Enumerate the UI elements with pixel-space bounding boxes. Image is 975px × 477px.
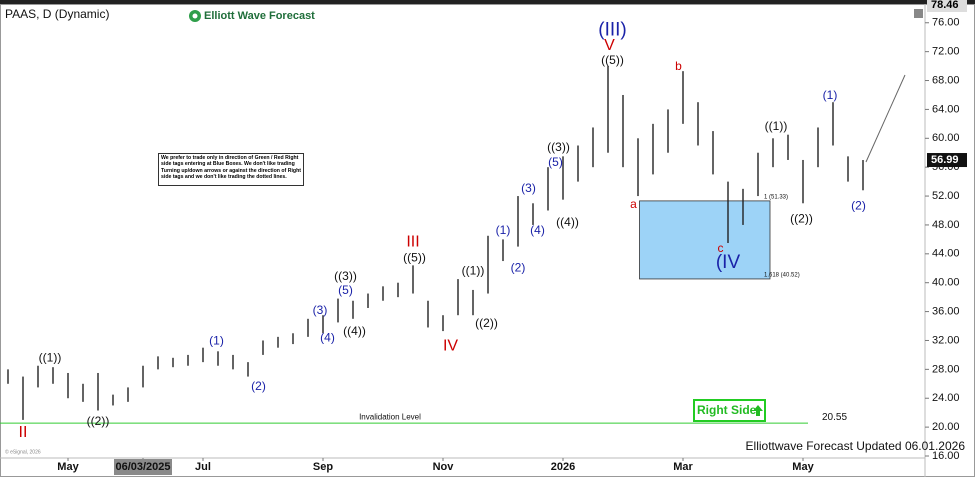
x-tick-label: 06/03/2025 [115, 461, 170, 473]
price-tag-label: 78.46 [931, 0, 959, 11]
wave-label: V [604, 37, 615, 54]
y-tick-label: 60.00 [932, 132, 960, 144]
right-side-label: Right Side [697, 403, 757, 417]
logo-icon-inner [192, 13, 198, 19]
wave-label: (5) [548, 155, 563, 169]
y-tick-label: 36.00 [932, 305, 960, 317]
wave-label: II [19, 424, 28, 441]
wave-label: (III) [598, 20, 627, 41]
wave-label: ((3)) [547, 140, 570, 154]
y-tick-label: 76.00 [932, 17, 960, 29]
x-tick-label: Sep [313, 461, 333, 473]
wave-label: III [406, 233, 419, 250]
invalidation-label: Invalidation Level [359, 412, 421, 421]
wave-label: (1) [209, 333, 224, 347]
wave-label: ((2)) [475, 316, 498, 330]
x-tick-label: May [57, 461, 79, 473]
right-side-arrow [753, 405, 763, 416]
price-tag-label: 56.99 [931, 154, 959, 166]
wave-label: (IV [716, 252, 741, 273]
wave-label: (5) [338, 283, 353, 297]
wave-label: ((1)) [765, 119, 788, 133]
chart-title: PAAS, D (Dynamic) [5, 7, 109, 21]
settings-icon[interactable] [914, 9, 923, 18]
y-tick-label: 64.00 [932, 103, 960, 115]
x-label-highlight [114, 459, 172, 475]
right-side-box [693, 399, 766, 422]
y-tick-label: 48.00 [932, 219, 960, 231]
wave-label: a [630, 197, 637, 211]
wave-label: b [675, 59, 682, 73]
x-tick-label: May [792, 461, 814, 473]
wave-label: (1) [496, 223, 511, 237]
zone-top-label: 1 (51.33) [764, 194, 788, 200]
logo-text: Elliott Wave Forecast [204, 10, 315, 22]
wave-label: (2) [251, 379, 266, 393]
y-tick-label: 40.00 [932, 277, 960, 289]
x-tick-label: 2026 [551, 461, 575, 473]
wave-label: ((1)) [39, 351, 62, 365]
x-tick-label: Nov [433, 461, 455, 473]
y-tick-label: 52.00 [932, 190, 960, 202]
wave-label: (4) [320, 330, 335, 344]
invalidation-value: 20.55 [822, 412, 847, 423]
trading-note: We prefer to trade only in direction of … [158, 153, 304, 186]
wave-label: ((4)) [343, 324, 366, 338]
y-tick-label: 44.00 [932, 248, 960, 260]
wave-label: ((1)) [462, 263, 485, 277]
y-tick-label: 68.00 [932, 74, 960, 86]
wave-label: (3) [313, 303, 328, 317]
wave-label: ((5)) [403, 250, 426, 264]
zone-bottom-label: 1.618 (40.52) [764, 273, 800, 279]
copyright: © eSignal, 2026 [5, 448, 41, 455]
y-tick-label: 16.00 [932, 450, 960, 462]
y-tick-label: 32.00 [932, 334, 960, 346]
x-tick-label: Jul [195, 461, 211, 473]
projection-line [865, 74, 906, 163]
wave-label: ((2)) [87, 414, 110, 428]
footer-note: Elliottwave Forecast Updated 06.01.2026 [746, 439, 966, 453]
y-tick-label: 72.00 [932, 46, 960, 58]
wave-label: (2) [851, 198, 866, 212]
wave-label: (4) [530, 223, 545, 237]
wave-label: (2) [511, 260, 526, 274]
wave-label: ((3)) [334, 269, 357, 283]
y-tick-label: 28.00 [932, 363, 960, 375]
wave-label: ((5)) [601, 53, 624, 67]
blue-box [639, 200, 771, 280]
price-tag [927, 153, 967, 168]
wave-label: ((2)) [790, 211, 813, 225]
x-tick-label: Mar [673, 461, 693, 473]
wave-label: (3) [521, 181, 536, 195]
price-tag [927, 0, 967, 12]
y-tick-label: 24.00 [932, 392, 960, 404]
wave-label: (1) [823, 88, 838, 102]
top-bar [0, 0, 975, 4]
wave-label: IV [443, 337, 458, 354]
wave-label: ((4)) [556, 215, 579, 229]
wave-label: c [718, 241, 724, 255]
y-tick-label: 20.00 [932, 421, 960, 433]
